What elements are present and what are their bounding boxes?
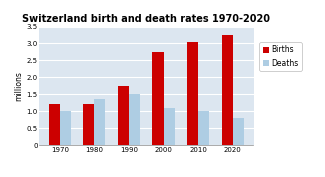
Bar [94, 99, 105, 145]
Bar [198, 111, 209, 145]
Bar [83, 104, 94, 145]
Bar [152, 52, 163, 145]
Bar [187, 42, 198, 145]
Bar [129, 94, 140, 145]
Bar [49, 104, 60, 145]
Title: Switzerland birth and death rates 1970-2020: Switzerland birth and death rates 1970-2… [22, 14, 270, 24]
Y-axis label: millions: millions [15, 71, 24, 101]
Bar [222, 35, 233, 145]
Legend: Births, Deaths: Births, Deaths [259, 42, 302, 71]
Bar [60, 111, 71, 145]
Bar [163, 108, 175, 145]
Bar [233, 118, 244, 145]
Bar [118, 86, 129, 145]
